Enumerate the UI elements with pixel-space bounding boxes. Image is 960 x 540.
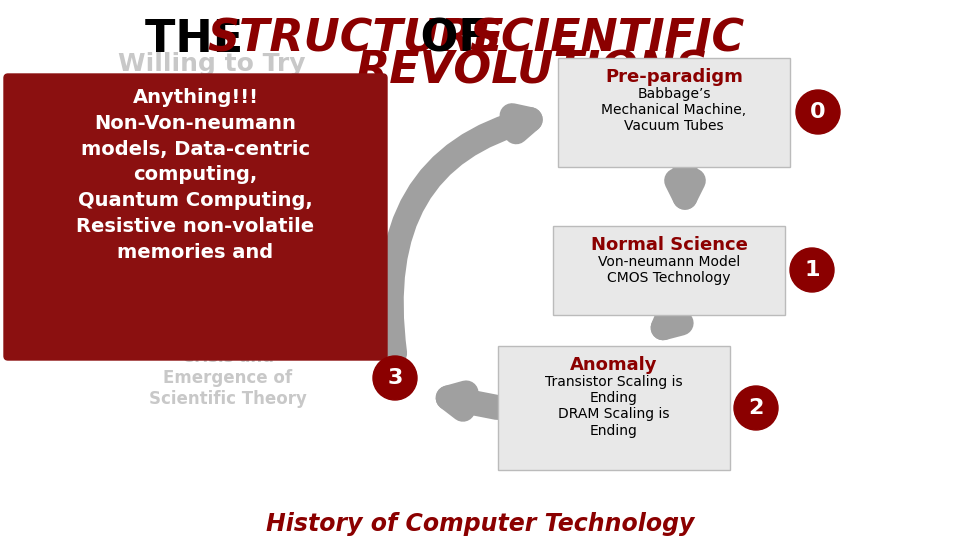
Text: 0: 0: [810, 102, 826, 122]
Text: Willing to Try: Willing to Try: [118, 52, 305, 76]
FancyBboxPatch shape: [553, 226, 785, 315]
FancyBboxPatch shape: [498, 346, 730, 470]
Circle shape: [373, 356, 417, 400]
Text: Von-neumann Model
CMOS Technology: Von-neumann Model CMOS Technology: [598, 255, 740, 285]
Text: Anything!!!
Non-Von-neumann
models, Data-centric
computing,
Quantum Computing,
R: Anything!!! Non-Von-neumann models, Data…: [77, 88, 315, 261]
Text: 3: 3: [387, 368, 402, 388]
Text: OF: OF: [405, 18, 504, 61]
FancyBboxPatch shape: [4, 74, 387, 360]
Circle shape: [796, 90, 840, 134]
Text: Pre-paradigm: Pre-paradigm: [605, 68, 743, 86]
Circle shape: [734, 386, 778, 430]
Text: Crisis and
Emergence of
Scientific Theory: Crisis and Emergence of Scientific Theor…: [149, 348, 307, 408]
Text: THE: THE: [145, 18, 259, 61]
Text: Normal Science: Normal Science: [590, 236, 748, 254]
Text: 2: 2: [748, 398, 764, 418]
Text: Anomaly: Anomaly: [570, 356, 658, 374]
Text: History of Computer Technology: History of Computer Technology: [266, 512, 694, 536]
Text: SCIENTIFIC: SCIENTIFIC: [469, 18, 744, 61]
FancyBboxPatch shape: [558, 58, 790, 167]
Text: STRUCTURE: STRUCTURE: [207, 18, 503, 61]
Text: REVOLUTIONS: REVOLUTIONS: [355, 50, 708, 93]
Circle shape: [790, 248, 834, 292]
Text: Babbage’s
Mechanical Machine,
Vacuum Tubes: Babbage’s Mechanical Machine, Vacuum Tub…: [601, 87, 747, 133]
Text: Transistor Scaling is
Ending
DRAM Scaling is
Ending: Transistor Scaling is Ending DRAM Scalin…: [545, 375, 683, 437]
Text: 1: 1: [804, 260, 820, 280]
